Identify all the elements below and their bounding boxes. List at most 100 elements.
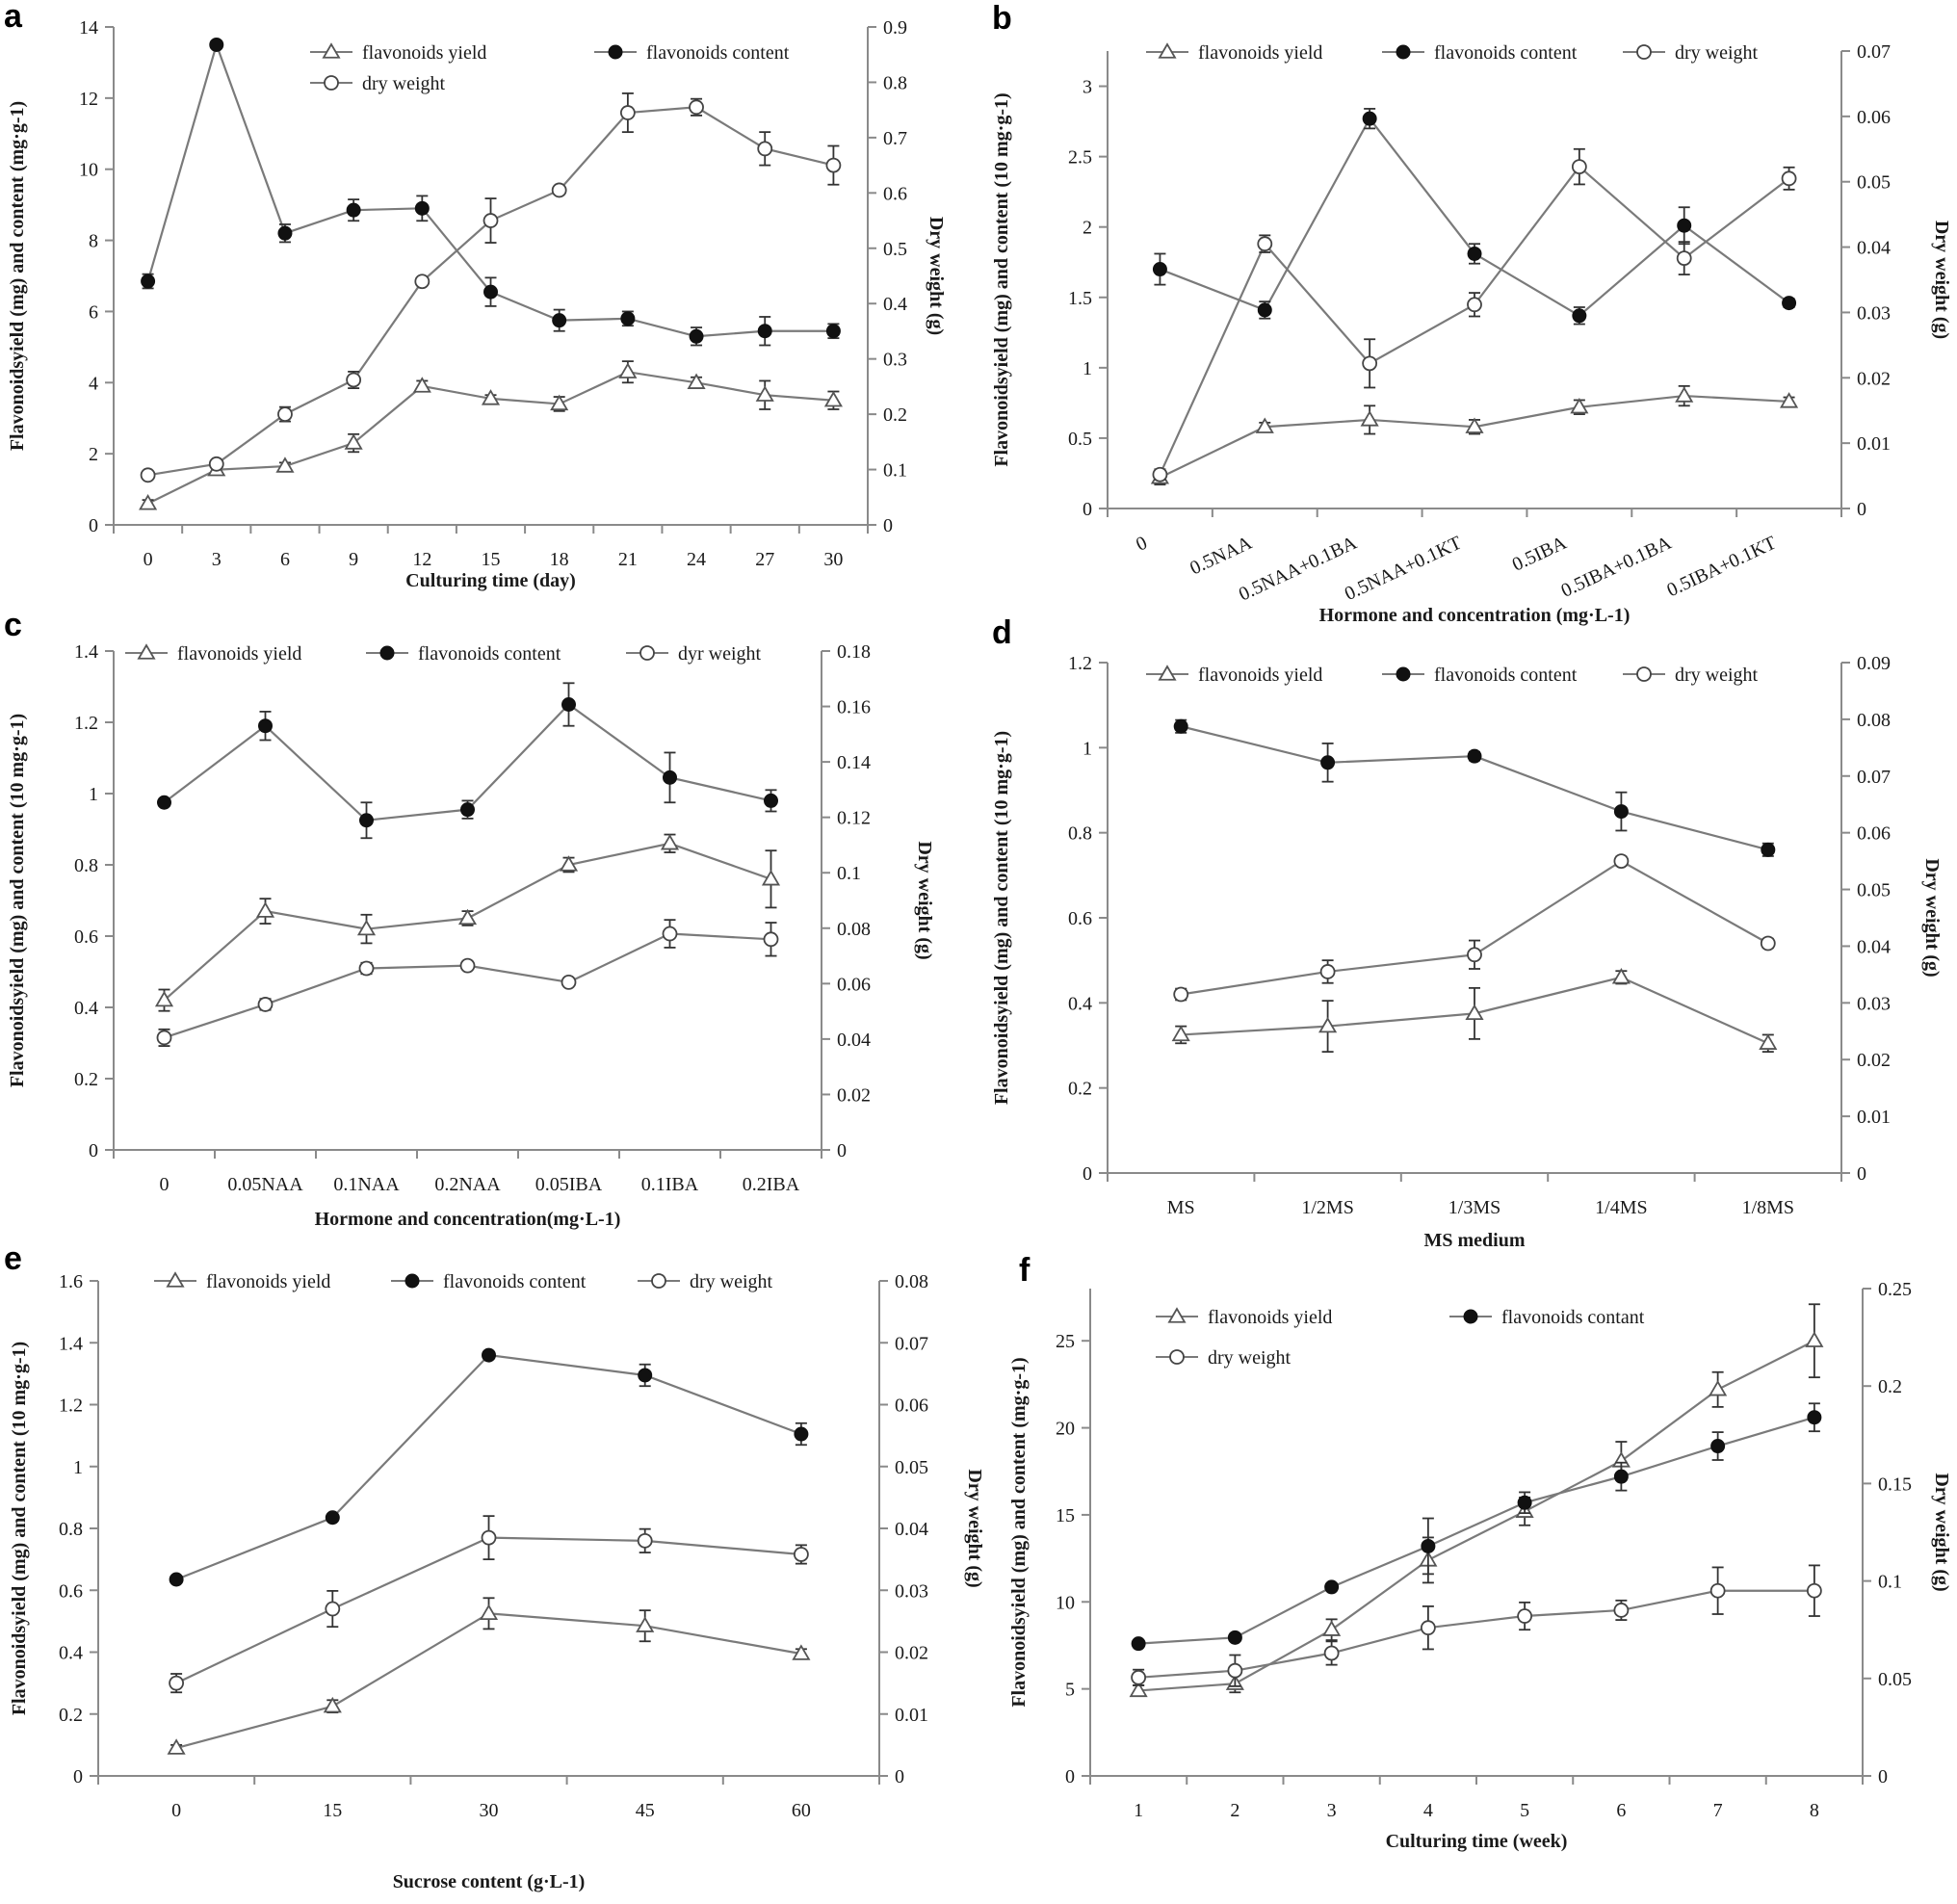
legend-label: dyr weight — [678, 643, 762, 665]
y-tick-label-right: 0.03 — [1857, 302, 1891, 324]
x-tick-label: 24 — [687, 549, 706, 570]
data-point-open-circle — [169, 1675, 185, 1691]
data-point-triangle — [823, 390, 843, 407]
data-point-open-circle — [1362, 355, 1378, 372]
x-tick-label: 0.2IBA — [743, 1174, 800, 1195]
y-tick-label-left: 1.5 — [1068, 288, 1092, 309]
y-tick-label-right: 0.6 — [883, 183, 907, 204]
x-tick-label: 15 — [323, 1800, 342, 1821]
y-axis-title-right: Dry weight (g) — [1931, 221, 1952, 339]
legend-open-circle-marker — [651, 1273, 666, 1289]
y-tick-label-right: 0.1 — [883, 460, 907, 482]
data-point-open-circle — [459, 957, 476, 974]
data-point-filled-circle — [552, 313, 567, 328]
data-point-triangle — [1465, 1004, 1484, 1021]
x-tick-label: 27 — [755, 549, 774, 570]
legend-label: dry weight — [690, 1271, 773, 1292]
y-tick-label-right: 0.05 — [895, 1457, 928, 1478]
y-tick-label-left: 10 — [79, 160, 98, 181]
data-point-filled-circle — [1613, 1469, 1629, 1484]
y-tick-label-right: 0.05 — [1878, 1669, 1912, 1690]
y-tick-label-left: 0.6 — [74, 926, 98, 948]
y-tick-label-right: 0.9 — [883, 17, 907, 39]
y-tick-label-left: 25 — [1056, 1331, 1075, 1352]
y-tick-label-right: 0.5 — [883, 239, 907, 260]
x-axis-title: Culturing time (week) — [1386, 1831, 1568, 1852]
panel-letter-c: c — [4, 607, 22, 643]
y-tick-label-right: 0.05 — [1857, 172, 1891, 194]
y-tick-label-right: 0.06 — [1857, 107, 1891, 128]
data-point-filled-circle — [1677, 218, 1692, 233]
data-point-filled-circle — [1362, 111, 1377, 126]
x-tick-label: 18 — [550, 549, 569, 570]
data-point-open-circle — [1571, 159, 1587, 175]
data-point-filled-circle — [689, 328, 704, 344]
x-tick-label: 3 — [212, 549, 222, 570]
data-point-filled-circle — [1572, 308, 1587, 324]
data-point-triangle — [1129, 1681, 1148, 1698]
y-axis-title-left: Flavonoidsyield (mg) and content (10 mg·… — [991, 92, 1012, 466]
data-point-triangle — [792, 1644, 811, 1660]
series-line-filled-circle — [1138, 1416, 1815, 1645]
y-tick-label-left: 0.4 — [59, 1643, 83, 1664]
data-point-filled-circle — [764, 793, 778, 808]
data-point-open-circle — [1420, 1620, 1436, 1636]
data-point-triangle — [139, 494, 158, 510]
legend-label: flavonoids yield — [177, 643, 301, 665]
y-tick-label-left: 2 — [89, 444, 98, 465]
legend-label: flavonoids yield — [1198, 665, 1322, 686]
y-tick-label-right: 0 — [883, 515, 893, 536]
y-tick-label-left: 1.2 — [59, 1395, 83, 1417]
y-tick-label-right: 0.3 — [883, 350, 907, 371]
y-tick-label-left: 2.5 — [1068, 147, 1092, 169]
data-point-filled-circle — [1613, 804, 1629, 820]
y-tick-label-right: 0.8 — [883, 72, 907, 93]
data-point-filled-circle — [346, 202, 361, 218]
y-tick-label-right: 0.05 — [1857, 880, 1891, 901]
legend-label: dry weight — [1675, 665, 1759, 686]
panel-letter-d: d — [992, 614, 1012, 651]
legend-label: dry weight — [362, 73, 446, 94]
x-tick-label: 2 — [1230, 1800, 1239, 1821]
y-tick-label-right: 0 — [1857, 1163, 1866, 1185]
x-tick-label: 45 — [636, 1800, 655, 1821]
legend-label: flavonoids content — [1434, 42, 1578, 64]
y-axis-title-right: Dry weight (g) — [964, 1469, 985, 1587]
data-point-triangle — [550, 394, 569, 411]
chart-panel-e: 0 0.2 0.4 0.6 0.8 1 1.2 1.4 1.6 0 0.01 0.02 0.03 0.04… — [9, 1271, 985, 1892]
x-axis-title: Sucrose content (g·L-1) — [393, 1871, 586, 1892]
y-tick-label-left: 1 — [1083, 738, 1092, 759]
data-point-filled-circle — [638, 1368, 653, 1383]
y-tick-label-right: 0.09 — [1857, 653, 1891, 674]
y-tick-label-right: 0.07 — [1857, 41, 1891, 63]
data-point-filled-circle — [209, 37, 224, 52]
data-point-triangle — [479, 1604, 499, 1621]
y-tick-label-left: 5 — [1065, 1680, 1075, 1701]
data-point-triangle — [356, 919, 377, 936]
data-point-filled-circle — [1807, 1410, 1822, 1425]
x-tick-label: 3 — [1327, 1800, 1337, 1821]
data-point-open-circle — [551, 182, 567, 198]
data-point-triangle — [687, 373, 706, 389]
data-point-triangle — [275, 456, 295, 473]
data-point-filled-circle — [1131, 1636, 1146, 1652]
data-point-open-circle — [1676, 250, 1692, 267]
legend-triangle-marker — [1158, 42, 1177, 59]
data-point-triangle — [481, 389, 501, 405]
data-point-open-circle — [481, 1529, 497, 1546]
data-point-open-circle — [140, 467, 156, 483]
y-tick-label-right: 0.04 — [895, 1519, 928, 1540]
y-tick-label-left: 12 — [79, 89, 98, 110]
y-axis-title-right: Dry weight (g) — [1921, 858, 1943, 977]
data-point-open-circle — [1131, 1669, 1147, 1685]
x-tick-label: 1/8MS — [1742, 1197, 1794, 1218]
y-tick-label-right: 0.08 — [895, 1271, 928, 1292]
y-tick-label-left: 0.4 — [74, 998, 98, 1019]
data-point-filled-circle — [1782, 296, 1797, 311]
y-tick-label-left: 3 — [1083, 77, 1092, 98]
data-point-filled-circle — [1467, 748, 1482, 764]
data-point-open-circle — [277, 406, 293, 423]
chart-panel-d: 0 0.2 0.4 0.6 0.8 1 1.2 0 0.01 0.02 0.03 0.04 0.05 0.… — [991, 653, 1943, 1251]
data-point-filled-circle — [1152, 262, 1167, 277]
